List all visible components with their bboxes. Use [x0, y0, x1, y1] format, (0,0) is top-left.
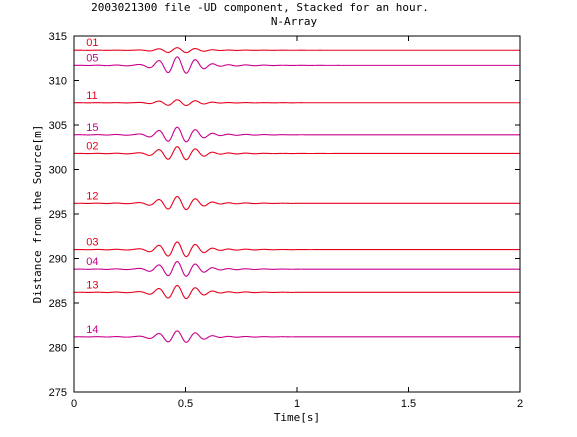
chart-title: 2003021300 file -UD component, Stacked f…: [91, 1, 429, 14]
y-tick-label: 280: [49, 343, 67, 355]
trace-01: [74, 47, 520, 54]
trace-11: [74, 99, 520, 107]
plot-area: [74, 36, 520, 392]
trace-label-03: 03: [86, 237, 98, 249]
x-tick-label: 0.5: [178, 398, 193, 410]
trace-14: [73, 330, 520, 343]
y-tick-label: 275: [49, 387, 67, 399]
trace-02: [73, 146, 520, 161]
trace-label-11: 11: [86, 90, 97, 102]
y-tick-label: 310: [49, 76, 67, 88]
y-axis: 275 280 285 290 295 300 305 310 315: [49, 31, 520, 399]
x-tick-label: 1.5: [401, 398, 416, 410]
y-tick-label: 295: [49, 209, 67, 221]
trace-label-13: 13: [86, 279, 98, 291]
trace-13: [73, 284, 520, 300]
trace-label-01: 01: [86, 37, 98, 49]
trace-label-02: 02: [86, 140, 98, 152]
x-axis: 0 0.5 1 1.5 2: [71, 36, 523, 410]
y-tick-label: 285: [49, 298, 67, 310]
chart-subtitle: N-Array: [271, 15, 318, 28]
y-axis-label: Distance from the Source[m]: [31, 125, 44, 304]
trace-04: [73, 260, 520, 277]
trace-label-04: 04: [86, 256, 98, 268]
x-axis-label: Time[s]: [274, 411, 320, 424]
trace-label-14: 14: [86, 324, 98, 336]
trace-labels-group: 01 05 11 15 02 12 03 04 13 14: [86, 37, 98, 336]
trace-15: [73, 126, 520, 143]
x-tick-label: 2: [517, 398, 523, 410]
trace-label-15: 15: [86, 122, 98, 134]
trace-12: [73, 195, 520, 211]
y-tick-label: 300: [49, 165, 67, 177]
trace-05: [73, 56, 520, 74]
traces-group: [73, 47, 520, 343]
trace-03: [73, 241, 520, 258]
x-tick-label: 0: [71, 398, 77, 410]
y-tick-label: 290: [49, 254, 67, 266]
trace-label-05: 05: [86, 52, 98, 64]
x-tick-label: 1: [294, 398, 300, 410]
trace-label-12: 12: [86, 190, 98, 202]
y-tick-label: 305: [49, 120, 67, 132]
y-tick-label: 315: [49, 31, 67, 43]
